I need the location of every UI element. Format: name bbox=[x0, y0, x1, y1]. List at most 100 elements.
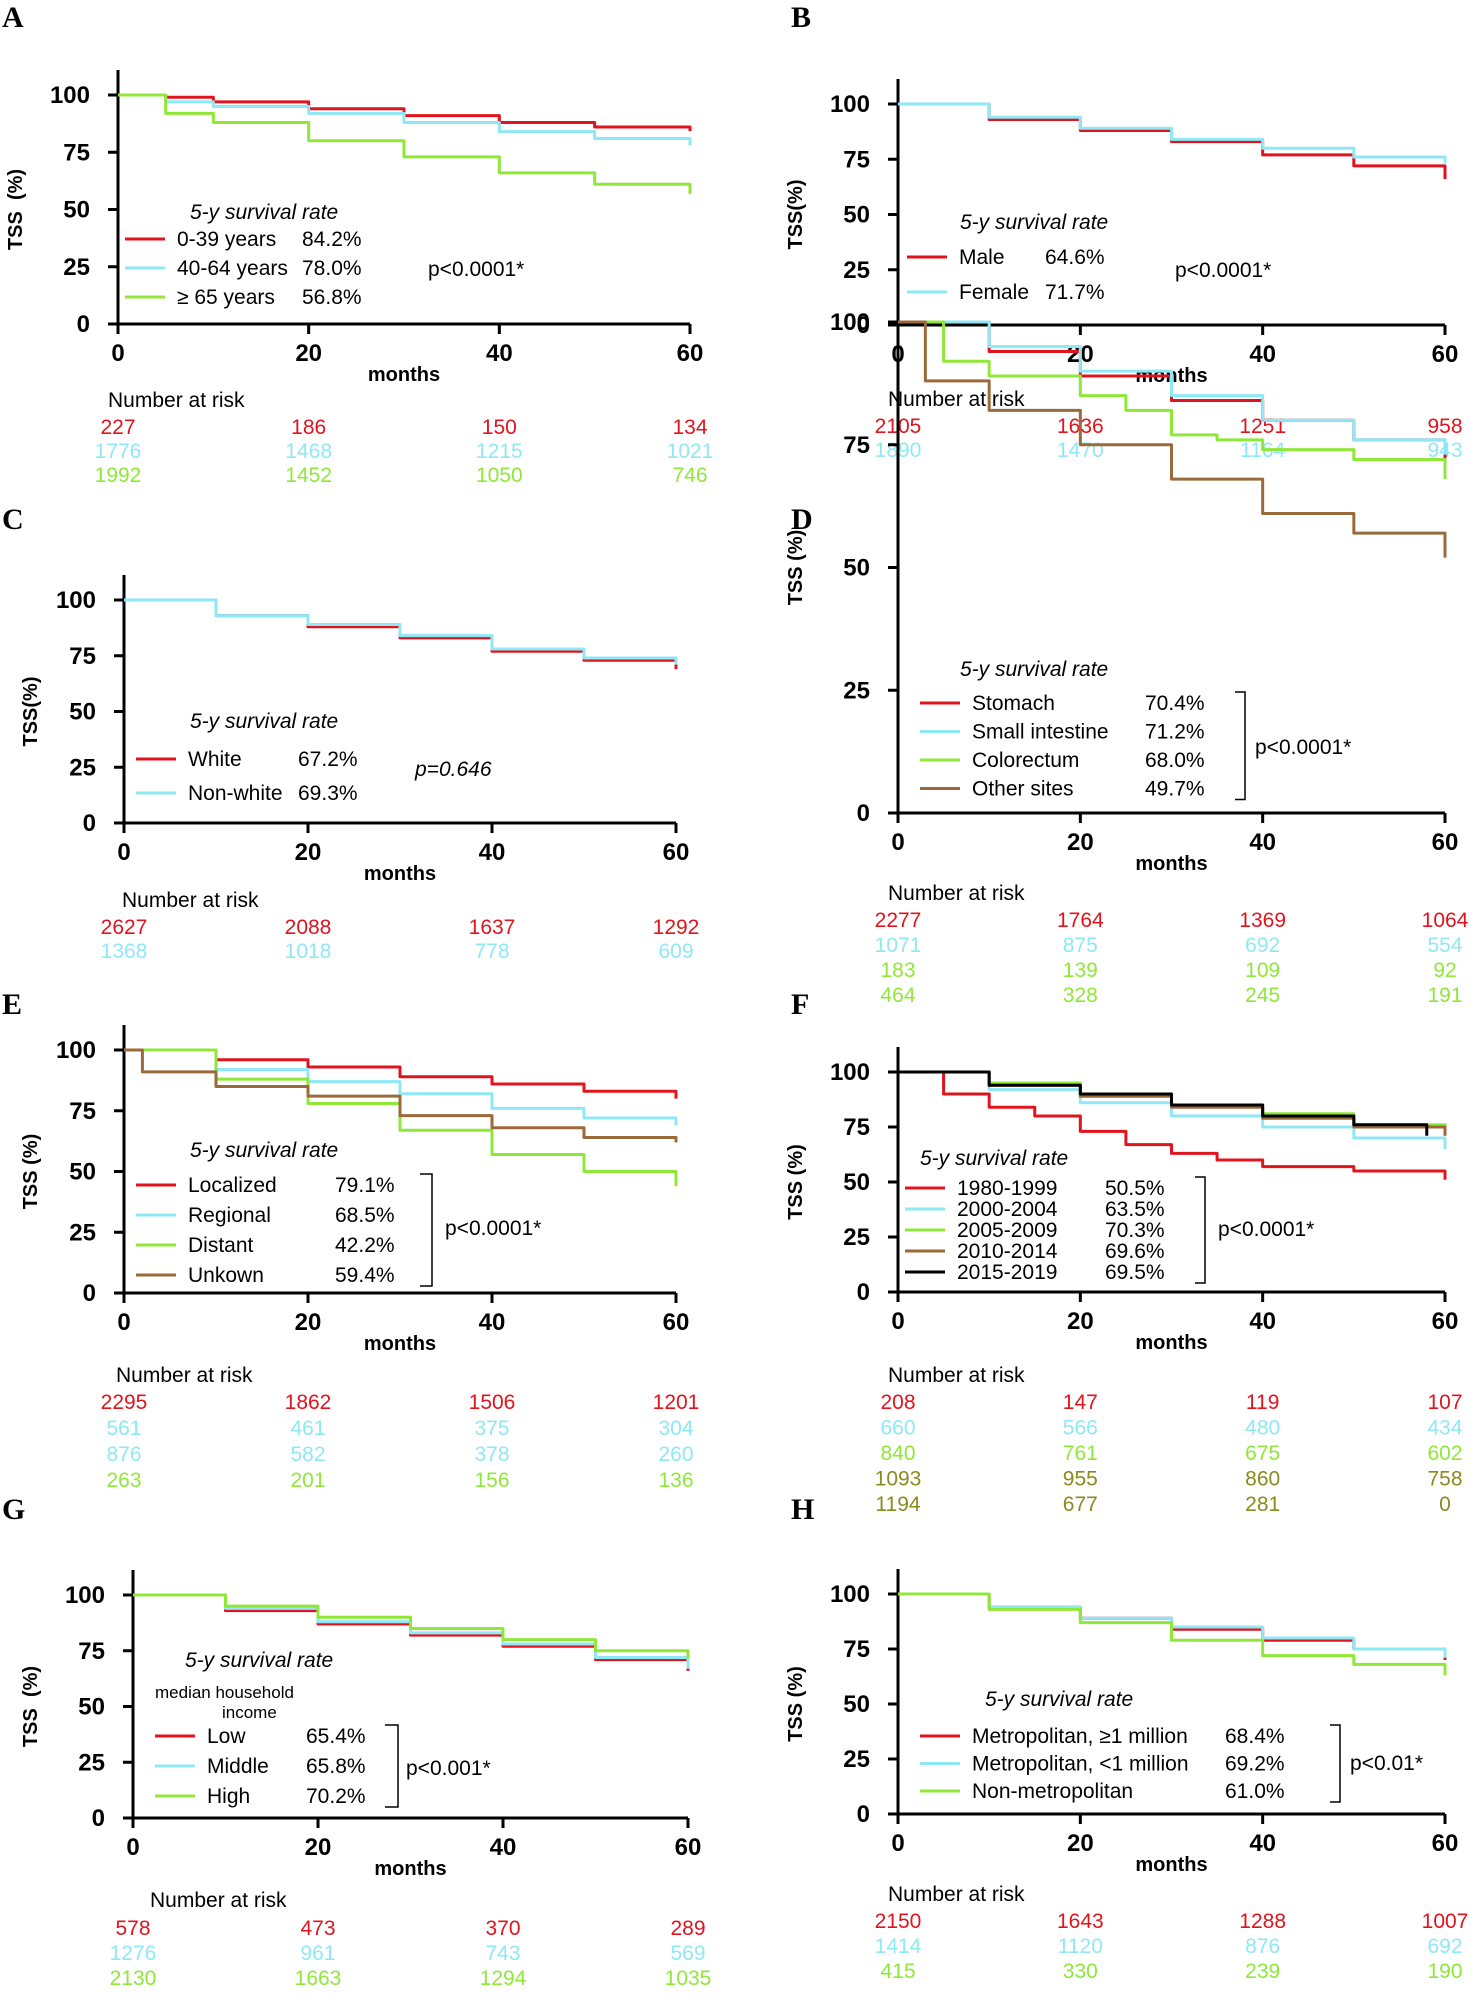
risk-value: 1120 bbox=[1058, 1935, 1103, 1958]
legend-subtitle: median household bbox=[155, 1683, 294, 1702]
risk-value: 2088 bbox=[285, 916, 332, 939]
y-tick-label: 100 bbox=[65, 1582, 105, 1609]
risk-value: 1018 bbox=[285, 940, 332, 963]
risk-value: 1452 bbox=[285, 464, 332, 487]
x-tick-label: 0 bbox=[117, 839, 130, 866]
legend-label: Metropolitan, ≥1 million bbox=[972, 1725, 1188, 1748]
risk-value: 281 bbox=[1245, 1493, 1280, 1516]
legend-label: Colorectum bbox=[972, 749, 1079, 772]
legend-rate: 84.2% bbox=[302, 228, 362, 251]
legend-label: White bbox=[188, 748, 242, 771]
legend-bracket bbox=[385, 1724, 399, 1808]
risk-value: 239 bbox=[1245, 1960, 1280, 1983]
legend-label: Stomach bbox=[972, 692, 1055, 715]
p-value: p<0.0001* bbox=[1175, 259, 1271, 282]
y-axis-label: TSS (%) bbox=[785, 1666, 807, 1742]
legend-label: 40-64 years bbox=[177, 257, 288, 280]
risk-value: 566 bbox=[1063, 1417, 1098, 1440]
risk-value: 692 bbox=[1427, 1935, 1462, 1958]
risk-value: 208 bbox=[880, 1391, 915, 1414]
x-tick-label: 40 bbox=[486, 340, 513, 367]
risk-value: 304 bbox=[658, 1417, 693, 1440]
risk-value: 746 bbox=[672, 464, 707, 487]
risk-header: Number at risk bbox=[116, 1364, 253, 1387]
risk-value: 569 bbox=[670, 1942, 705, 1965]
risk-value: 2295 bbox=[101, 1391, 148, 1414]
y-tick-label: 0 bbox=[857, 800, 870, 827]
legend-title: 5-y survival rate bbox=[190, 710, 338, 733]
risk-value: 1643 bbox=[1057, 1910, 1104, 1933]
legend-label: High bbox=[207, 1785, 250, 1808]
panel-letter: D bbox=[791, 503, 813, 536]
series-line-4 bbox=[898, 1070, 1429, 1136]
series-line-1 bbox=[898, 320, 1447, 455]
panel-a: A 0 25 50 75 100 0 20 40 60 months TSS (%) 5-y survi… bbox=[2, 1, 713, 487]
risk-value: 109 bbox=[1245, 959, 1280, 982]
x-tick-label: 40 bbox=[1249, 829, 1276, 856]
panel-f: F 0 25 50 75 100 0 20 40 60 months TSS (%) 5-y survi… bbox=[785, 988, 1463, 1516]
legend-rate: 69.2% bbox=[1225, 1753, 1285, 1776]
y-tick-label: 50 bbox=[843, 202, 870, 229]
risk-value: 464 bbox=[880, 984, 915, 1007]
y-tick-label: 50 bbox=[843, 555, 870, 582]
legend-title: 5-y survival rate bbox=[960, 658, 1108, 681]
y-axis-label: TSS(%) bbox=[20, 677, 42, 747]
risk-value: 1637 bbox=[469, 916, 516, 939]
y-axis-label: TSS (%) bbox=[5, 169, 27, 250]
risk-value: 245 bbox=[1245, 984, 1280, 1007]
risk-value: 955 bbox=[1063, 1468, 1098, 1491]
legend-rate: 63.5% bbox=[1105, 1198, 1165, 1221]
y-tick-label: 50 bbox=[69, 1159, 96, 1186]
risk-value: 473 bbox=[300, 1917, 335, 1940]
legend-rate: 71.7% bbox=[1045, 281, 1105, 304]
risk-value: 1368 bbox=[101, 940, 148, 963]
legend-title: 5-y survival rate bbox=[190, 1139, 338, 1162]
y-tick-label: 25 bbox=[843, 257, 870, 284]
risk-value: 1468 bbox=[285, 440, 332, 463]
x-tick-label: 40 bbox=[490, 1834, 517, 1861]
risk-value: 692 bbox=[1245, 934, 1280, 957]
y-axis-label: TSS (%) bbox=[20, 1134, 42, 1210]
series-line-0 bbox=[898, 1070, 1447, 1180]
risk-value: 1414 bbox=[875, 1935, 922, 1958]
risk-header: Number at risk bbox=[888, 388, 1025, 411]
series-line-2 bbox=[898, 320, 1447, 480]
y-tick-label: 75 bbox=[843, 432, 870, 459]
legend-rate: 61.0% bbox=[1225, 1780, 1285, 1803]
legend-rate: 70.3% bbox=[1105, 1219, 1165, 1242]
risk-value: 434 bbox=[1427, 1417, 1462, 1440]
legend-label: Small intestine bbox=[972, 721, 1109, 744]
risk-value: 758 bbox=[1427, 1468, 1462, 1491]
legend-label: Other sites bbox=[972, 778, 1074, 801]
p-value: p<0.001* bbox=[406, 1757, 491, 1780]
y-tick-label: 50 bbox=[843, 1691, 870, 1718]
risk-value: 480 bbox=[1245, 1417, 1280, 1440]
panel-e: E 0 25 50 75 100 0 20 40 60 months TSS (%) 5-y survi… bbox=[2, 988, 699, 1492]
risk-value: 289 bbox=[670, 1917, 705, 1940]
y-tick-label: 0 bbox=[857, 1279, 870, 1306]
risk-value: 1663 bbox=[295, 1967, 342, 1990]
legend-rate: 70.4% bbox=[1145, 692, 1205, 715]
series-line-3 bbox=[124, 1048, 678, 1143]
panel-letter: H bbox=[791, 1493, 814, 1526]
risk-value: 375 bbox=[474, 1417, 509, 1440]
risk-value: 778 bbox=[474, 940, 509, 963]
p-value: p<0.0001* bbox=[428, 258, 524, 281]
risk-value: 139 bbox=[1063, 959, 1098, 982]
panel-b: B02550751000204060monthsTSS(%)5-y surviv… bbox=[785, 1, 1463, 462]
risk-value: 186 bbox=[291, 416, 326, 439]
risk-header: Number at risk bbox=[150, 1889, 287, 1912]
risk-value: 263 bbox=[106, 1469, 141, 1492]
risk-value: 840 bbox=[880, 1442, 915, 1465]
y-axis-label: TSS (%) bbox=[785, 530, 807, 606]
risk-value: 201 bbox=[290, 1469, 325, 1492]
y-tick-label: 75 bbox=[78, 1638, 105, 1665]
legend-label: Localized bbox=[188, 1174, 277, 1197]
y-tick-label: 50 bbox=[843, 1169, 870, 1196]
y-tick-label: 50 bbox=[63, 197, 90, 224]
risk-value: 328 bbox=[1063, 984, 1098, 1007]
legend-rate: 68.0% bbox=[1145, 749, 1205, 772]
x-tick-label: 0 bbox=[891, 829, 904, 856]
series-line-2 bbox=[133, 1593, 690, 1659]
legend-rate: 69.3% bbox=[298, 782, 358, 805]
